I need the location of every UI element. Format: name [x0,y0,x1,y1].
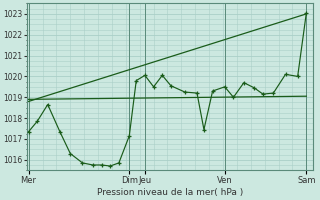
X-axis label: Pression niveau de la mer( hPa ): Pression niveau de la mer( hPa ) [97,188,243,197]
